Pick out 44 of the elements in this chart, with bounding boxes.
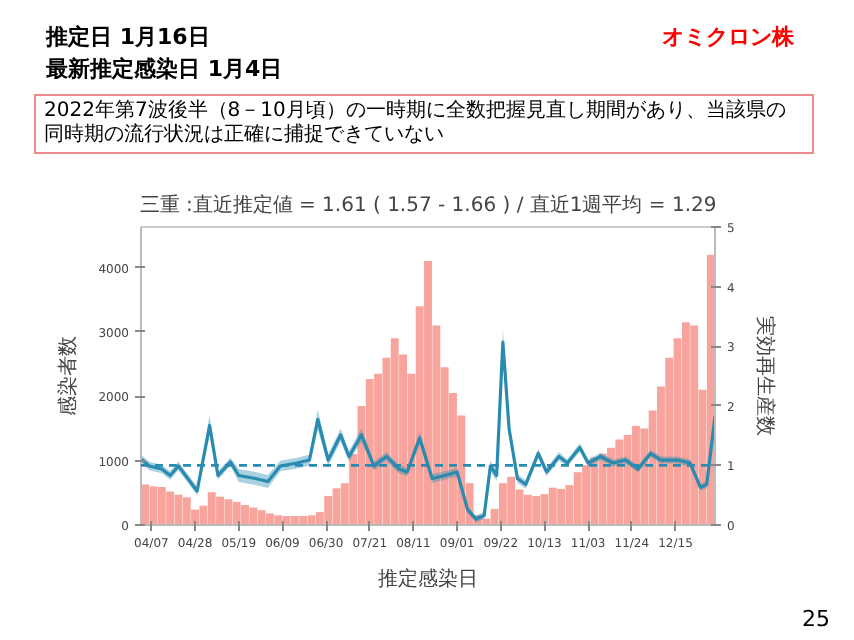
bar — [573, 472, 582, 525]
bar — [182, 497, 191, 525]
bar — [507, 476, 516, 525]
chart-title: 三重 :直近推定値 = 1.61 ( 1.57 - 1.66 ) / 直近1週平均 = 1.29 — [139, 193, 717, 217]
bar — [265, 513, 274, 525]
bar — [241, 505, 249, 525]
y2-axis-title: 実効再生産数 — [752, 316, 777, 436]
bar — [224, 499, 233, 525]
bar — [157, 487, 166, 525]
bar — [690, 325, 699, 525]
bar — [365, 378, 374, 525]
text: オミクロン株 — [662, 22, 794, 54]
text: 最新推定感染日 1月4日 — [46, 54, 283, 86]
text: 推定日 1月16日 — [46, 22, 210, 54]
bar — [598, 453, 607, 525]
bar — [532, 496, 541, 525]
x-axis-title: 推定感染日 — [378, 567, 478, 591]
bar — [607, 447, 615, 525]
bar — [232, 501, 241, 525]
bar — [623, 434, 632, 525]
bar — [207, 492, 216, 525]
bar — [290, 515, 299, 525]
text: 25 — [802, 606, 830, 632]
bar — [174, 494, 183, 525]
bar — [615, 439, 624, 525]
bar — [257, 510, 266, 525]
bar — [166, 491, 175, 525]
bar — [216, 496, 224, 525]
bar — [548, 487, 557, 525]
bar — [523, 494, 532, 525]
bar — [274, 515, 283, 525]
bar — [632, 425, 640, 525]
bar — [249, 507, 258, 525]
bar — [681, 322, 690, 525]
outline-note-box: 2022年第7波後半（8－10月頃）の一時期に全数把握見直し期間があり、当該県の同時期の流行状況は正確に捕捉できていない — [34, 94, 814, 154]
bar — [557, 488, 566, 525]
bar — [590, 457, 599, 525]
bar — [324, 496, 333, 525]
bar — [424, 261, 432, 525]
y-axis-title: 感染者数 — [56, 336, 81, 416]
bar — [299, 515, 308, 525]
bar — [390, 338, 399, 525]
bar — [498, 483, 507, 525]
bar — [582, 465, 591, 525]
